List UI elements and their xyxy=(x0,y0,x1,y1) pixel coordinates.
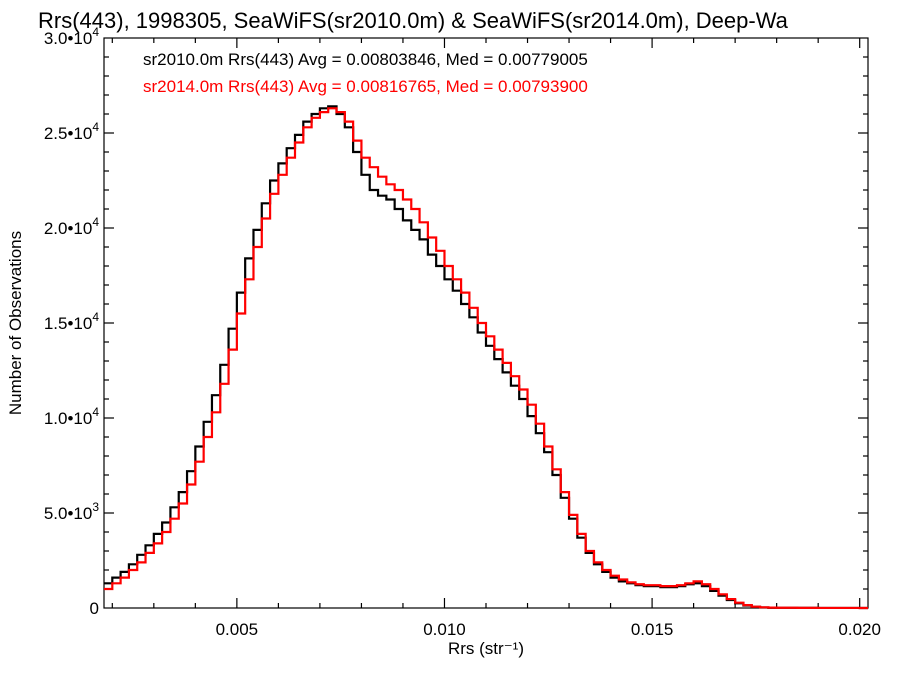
y-tick-label: 1.0•104 xyxy=(44,405,100,428)
y-tick-label: 3.0•104 xyxy=(44,25,100,48)
series-group xyxy=(104,105,868,610)
legend: sr2010.0m Rrs(443) Avg = 0.00803846, Med… xyxy=(143,50,588,96)
y-axis-label: Number of Observations xyxy=(6,231,25,415)
x-tick-label: 0.020 xyxy=(838,620,881,639)
y-tick-label: 2.5•104 xyxy=(44,120,100,143)
y-tick-label: 5.0•103 xyxy=(44,500,100,523)
x-axis-label: Rrs (str⁻¹) xyxy=(448,639,524,658)
x-tick-label: 0.010 xyxy=(423,620,466,639)
x-tick-labels: 0.005 0.010 0.015 0.020 xyxy=(216,620,881,639)
y-tick-label: 1.5•104 xyxy=(44,310,100,333)
x-tick-label: 0.005 xyxy=(216,620,259,639)
x-tick-label: 0.015 xyxy=(631,620,674,639)
series-line-sr2014 xyxy=(104,107,868,610)
chart-title: Rrs(443), 1998305, SeaWiFS(sr2010.0m) & … xyxy=(38,8,789,33)
legend-entry-sr2014: sr2014.0m Rrs(443) Avg = 0.00816765, Med… xyxy=(143,77,588,96)
legend-entry-sr2010: sr2010.0m Rrs(443) Avg = 0.00803846, Med… xyxy=(143,50,588,69)
y-tick-labels: 0 5.0•103 1.0•104 1.5•104 2.0•104 2.5•104 3.0•… xyxy=(44,25,100,618)
y-tick-label: 2.0•104 xyxy=(44,215,100,238)
series-line-sr2010 xyxy=(104,105,868,610)
y-tick-label: 0 xyxy=(90,599,99,618)
axis-ticks xyxy=(104,38,868,608)
